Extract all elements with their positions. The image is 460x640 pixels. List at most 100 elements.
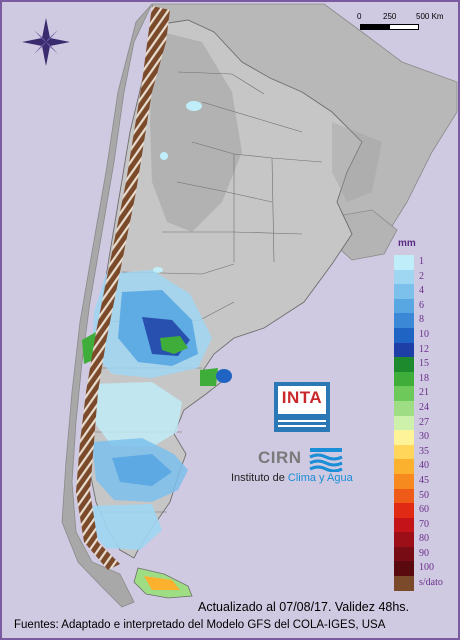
tierra-del-fuego-precip (144, 576, 180, 590)
legend-row: 40 (394, 459, 458, 474)
legend-row: 4 (394, 284, 458, 299)
legend-swatch (394, 576, 414, 591)
legend-swatch (394, 444, 414, 460)
legend-row: 21 (394, 386, 458, 401)
legend-row: 18 (394, 371, 458, 387)
legend-label: 10 (419, 328, 429, 340)
legend-swatch (394, 415, 414, 431)
legend-row: 27 (394, 415, 458, 431)
chile-territory (61, 3, 153, 608)
legend-label: 40 (419, 460, 429, 472)
inta-logo-text: INTA (281, 388, 323, 407)
legend-row: 35 (394, 444, 458, 460)
legend-row: 60 (394, 503, 458, 518)
legend-label: 4 (419, 285, 424, 297)
legend-label: 15 (419, 358, 429, 370)
legend-label: 90 (419, 547, 429, 559)
compass-rose-icon (22, 18, 70, 66)
legend-row: 24 (394, 400, 458, 416)
precip-green-3 (200, 368, 218, 386)
legend-swatch (394, 561, 414, 577)
legend-swatch (394, 532, 414, 547)
scale-bar-light (389, 24, 419, 30)
scale-label-0: 0 (357, 12, 362, 21)
andes-no-data-band (76, 6, 170, 570)
legend-row: 6 (394, 298, 458, 314)
precipitation-legend: 1 2 4 6 8 10 12 15 18 21 24 27 30 35 40 45 50 60 70 80 90 100… (394, 255, 458, 591)
legend-row: 90 (394, 546, 458, 562)
legend-swatch (394, 430, 414, 445)
scale-label-250: 250 (383, 12, 397, 21)
legend-label: 35 (419, 445, 429, 457)
legend-swatch (394, 327, 414, 343)
precip-south-light (90, 382, 182, 447)
legend-row: 12 (394, 342, 458, 358)
legend-swatch (394, 386, 414, 401)
legend-label: 12 (419, 343, 429, 355)
scale-label-500: 500 Km (416, 12, 444, 21)
lakes (153, 101, 202, 273)
legend-swatch (394, 357, 414, 372)
scale-bar-dark (360, 24, 390, 30)
legend-row: 8 (394, 313, 458, 328)
legend-swatch (394, 313, 414, 328)
legend-row: 15 (394, 357, 458, 372)
legend-swatch (394, 342, 414, 358)
legend-label: 50 (419, 489, 429, 501)
legend-row: 2 (394, 269, 458, 285)
legend-swatch (394, 517, 414, 533)
legend-row: 45 (394, 473, 458, 489)
legend-swatch (394, 284, 414, 299)
legend-swatch (394, 488, 414, 504)
update-caption: Actualizado al 07/08/17. Validez 48hs. (198, 600, 410, 614)
legend-label: 24 (419, 401, 429, 413)
legend-label: 27 (419, 416, 429, 428)
legend-row: 30 (394, 430, 458, 445)
precip-south-inner (112, 454, 172, 486)
inta-logo-stripe (278, 420, 326, 422)
legend-swatch (394, 473, 414, 489)
legend-row: 50 (394, 488, 458, 504)
legend-label: 100 (419, 562, 434, 574)
legend-row: 70 (394, 517, 458, 533)
legend-label: 45 (419, 474, 429, 486)
legend-row: 1 (394, 255, 458, 270)
legend-swatch (394, 503, 414, 518)
sources-caption: Fuentes: Adaptado e interpretado del Mod… (14, 619, 386, 631)
legend-row: s/dato (394, 576, 458, 591)
institute-name: Instituto de Clima y Agua (231, 472, 353, 484)
precip-far-south (86, 504, 162, 550)
institute-name-prefix: Instituto de (231, 472, 288, 484)
legend-label: 8 (419, 314, 424, 326)
scale-bar: 0 250 500 Km (354, 12, 454, 42)
precip-blob-coast (216, 369, 232, 383)
legend-swatch (394, 269, 414, 285)
legend-label: 70 (419, 518, 429, 530)
legend-label: 60 (419, 504, 429, 516)
legend-label: s/dato (419, 577, 443, 589)
inta-logo-stripe (278, 425, 326, 427)
inta-logo: INTA (274, 382, 330, 432)
legend-swatch (394, 546, 414, 562)
legend-label: 18 (419, 372, 429, 384)
inta-logo-box: INTA (278, 386, 326, 414)
institute-name-highlight: Clima y Agua (287, 472, 353, 484)
legend-row: 10 (394, 327, 458, 343)
legend-swatch (394, 298, 414, 314)
precip-green-1 (160, 336, 188, 354)
cirn-logo-text: CIRN (258, 448, 302, 467)
cirn-wave-icon (309, 448, 343, 472)
legend-label: 6 (419, 299, 424, 311)
legend-unit: mm (398, 238, 416, 249)
relief-shading-east (332, 122, 382, 202)
legend-row: 80 (394, 532, 458, 547)
legend-row: 100 (394, 561, 458, 577)
legend-label: 1 (419, 256, 424, 267)
legend-label: 80 (419, 533, 429, 545)
relief-shading (150, 32, 242, 232)
legend-label: 2 (419, 270, 424, 282)
legend-swatch (394, 255, 414, 270)
legend-swatch (394, 459, 414, 474)
legend-swatch (394, 400, 414, 416)
